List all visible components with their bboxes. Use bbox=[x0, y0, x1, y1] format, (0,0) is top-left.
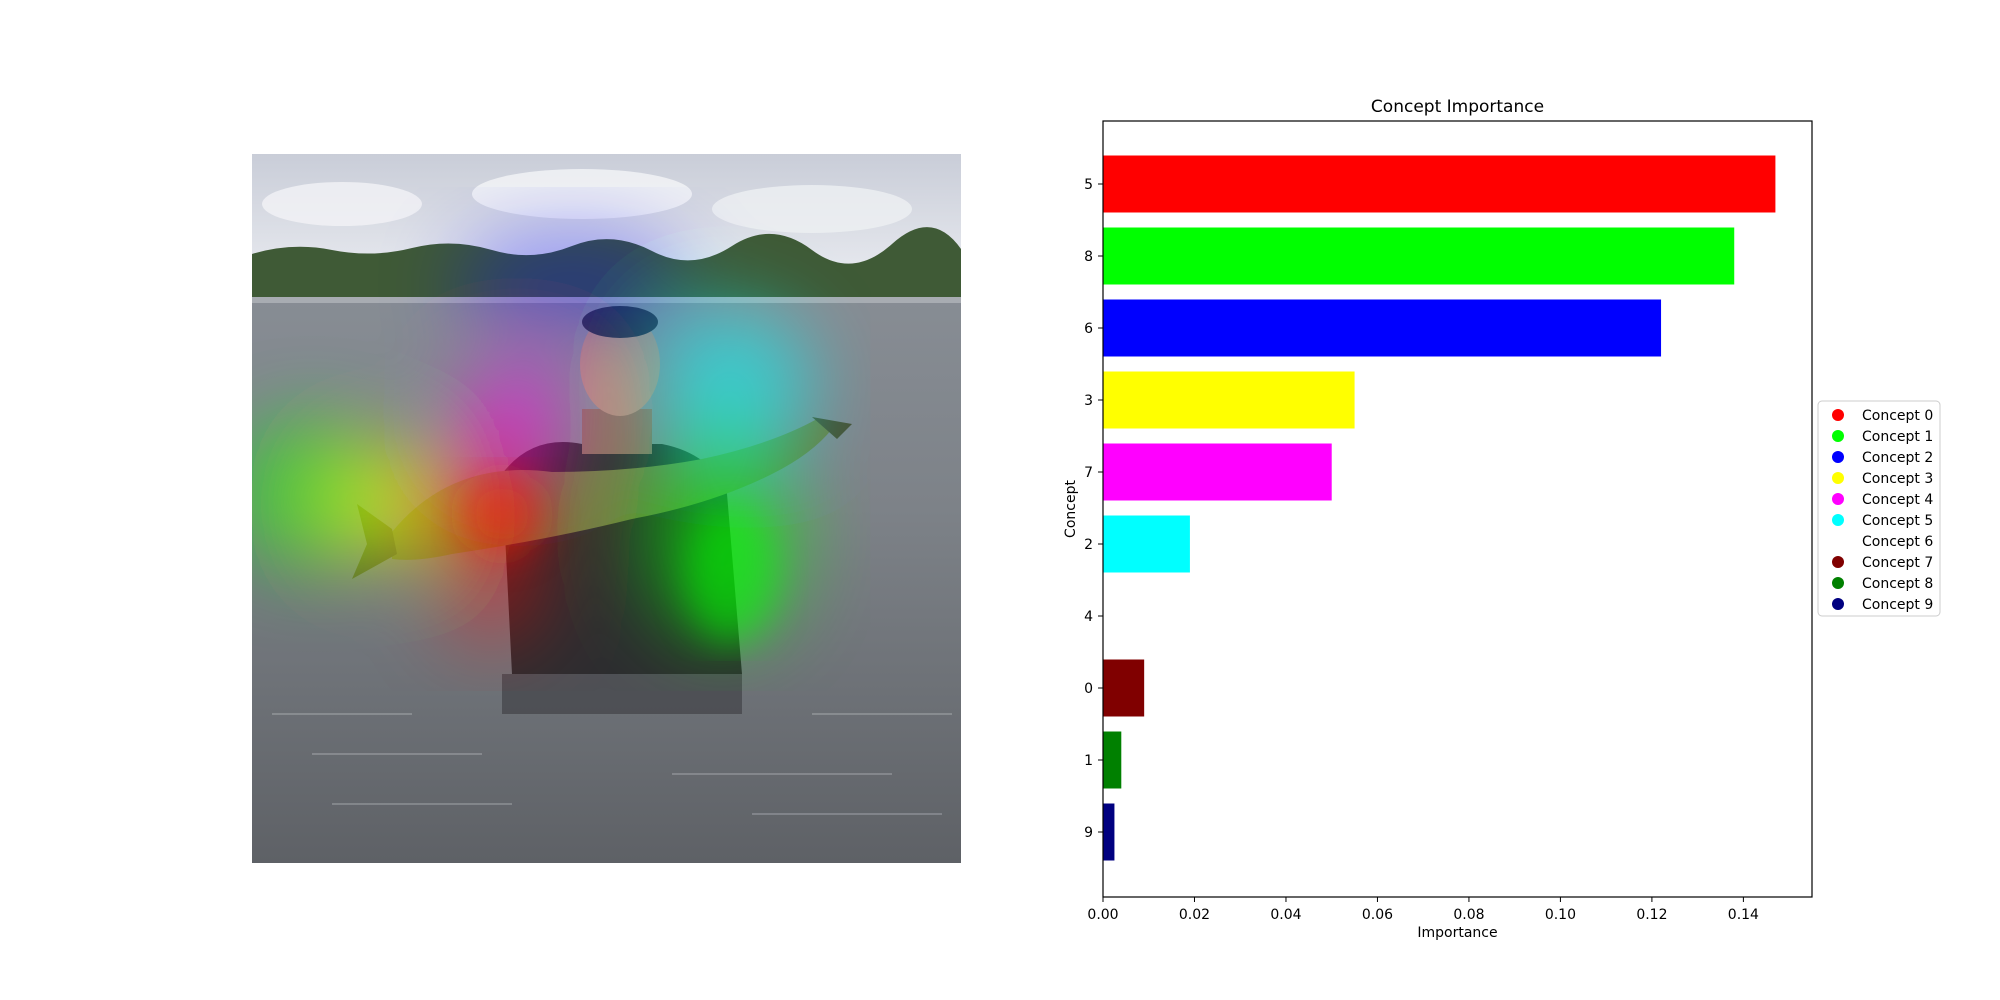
y-axis-ticks: 5 8 6 3 7 2 4 0 1 9 bbox=[1084, 177, 1103, 841]
bar-concept-1 bbox=[1103, 731, 1122, 789]
legend-marker bbox=[1832, 535, 1844, 547]
x-tick-label: 0.02 bbox=[1179, 907, 1210, 923]
legend-marker bbox=[1832, 451, 1844, 463]
bar-concept-6 bbox=[1103, 299, 1662, 357]
x-axis-ticks: 0.00 0.02 0.04 0.06 0.08 0.10 0.12 0.14 bbox=[1087, 897, 1759, 923]
x-tick-label: 0.04 bbox=[1270, 907, 1301, 923]
legend-items: Concept 0 Concept 1 Concept 2 Concept 3 Conc… bbox=[1832, 408, 1933, 613]
photo-illustration bbox=[252, 154, 961, 863]
legend-label: Concept 9 bbox=[1862, 597, 1933, 613]
legend-marker bbox=[1832, 430, 1844, 442]
legend-label: Concept 7 bbox=[1862, 555, 1933, 571]
bars-layer bbox=[1103, 155, 1776, 861]
bar-concept-9 bbox=[1103, 803, 1115, 861]
legend-label: Concept 3 bbox=[1862, 471, 1933, 487]
legend-label: Concept 2 bbox=[1862, 450, 1933, 466]
legend-marker bbox=[1832, 577, 1844, 589]
x-axis-label: Importance bbox=[1417, 925, 1497, 941]
legend-marker bbox=[1832, 556, 1844, 568]
y-axis-label: Concept bbox=[1063, 480, 1079, 538]
legend-label: Concept 6 bbox=[1862, 534, 1933, 550]
legend-marker bbox=[1832, 514, 1844, 526]
heatmap-overlay-image bbox=[252, 154, 961, 863]
y-tick-label: 5 bbox=[1084, 177, 1093, 193]
y-tick-label: 1 bbox=[1084, 753, 1093, 769]
y-tick-label: 9 bbox=[1084, 825, 1093, 841]
y-tick-label: 8 bbox=[1084, 249, 1093, 265]
y-tick-label: 0 bbox=[1084, 681, 1093, 697]
legend-marker bbox=[1832, 472, 1844, 484]
x-tick-label: 0.08 bbox=[1453, 907, 1484, 923]
y-tick-label: 2 bbox=[1084, 537, 1093, 553]
plot-frame bbox=[1102, 120, 1813, 898]
legend-label: Concept 8 bbox=[1862, 576, 1933, 592]
legend-marker bbox=[1832, 409, 1844, 421]
legend-marker bbox=[1832, 493, 1844, 505]
x-tick-label: 0.10 bbox=[1545, 907, 1576, 923]
x-tick-label: 0.00 bbox=[1087, 907, 1118, 923]
legend-label: Concept 1 bbox=[1862, 429, 1933, 445]
bar-concept-0 bbox=[1103, 659, 1145, 717]
y-tick-label: 4 bbox=[1084, 609, 1093, 625]
legend-frame bbox=[1817, 400, 1941, 617]
bar-concept-2 bbox=[1103, 515, 1190, 573]
x-tick-label: 0.06 bbox=[1362, 907, 1393, 923]
legend: Concept 0 Concept 1 Concept 2 Concept 3 Conc… bbox=[1817, 400, 1941, 617]
bar-concept-5 bbox=[1103, 155, 1776, 213]
legend-marker bbox=[1832, 598, 1844, 610]
legend-label: Concept 0 bbox=[1862, 408, 1933, 424]
bar-concept-7 bbox=[1103, 443, 1332, 501]
bar-concept-8 bbox=[1103, 227, 1735, 285]
legend-label: Concept 4 bbox=[1862, 492, 1933, 508]
chart-title: Concept Importance bbox=[1371, 97, 1544, 117]
y-tick-label: 6 bbox=[1084, 321, 1093, 337]
y-tick-label: 3 bbox=[1084, 393, 1093, 409]
y-tick-label: 7 bbox=[1084, 465, 1093, 481]
x-tick-label: 0.14 bbox=[1728, 907, 1759, 923]
bar-concept-3 bbox=[1103, 371, 1355, 429]
legend-label: Concept 5 bbox=[1862, 513, 1933, 529]
x-tick-label: 0.12 bbox=[1636, 907, 1667, 923]
